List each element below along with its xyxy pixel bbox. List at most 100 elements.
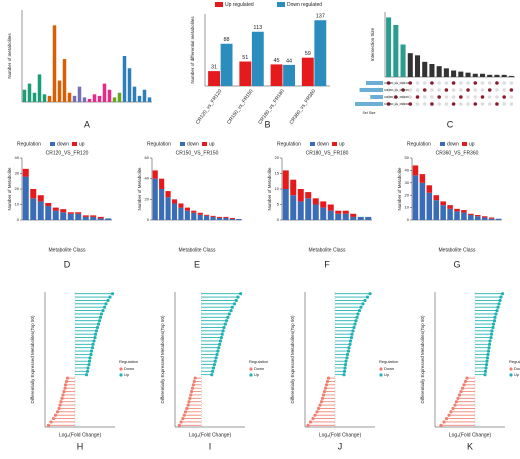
bar-segment	[204, 215, 210, 220]
y-axis-label: Number of metabolites	[7, 33, 12, 79]
set-dot	[495, 81, 499, 85]
set-dot	[502, 95, 506, 99]
point	[193, 376, 197, 380]
bar	[147, 97, 152, 102]
set-dot	[451, 95, 456, 99]
legend-swatch	[440, 142, 445, 146]
point	[192, 379, 196, 384]
point	[342, 369, 347, 373]
point	[219, 335, 223, 340]
set-dot	[401, 95, 405, 99]
bar-segment	[178, 203, 184, 208]
bar	[443, 68, 449, 77]
point	[95, 325, 100, 330]
bar-segment	[327, 204, 334, 211]
point	[46, 423, 51, 427]
bar-segment	[357, 216, 364, 220]
bar-segment	[447, 205, 453, 209]
point	[348, 342, 352, 346]
point	[177, 423, 181, 427]
point	[325, 379, 330, 384]
bar	[97, 95, 102, 102]
point	[97, 319, 102, 323]
point	[55, 410, 60, 414]
point	[492, 319, 497, 323]
y-axis-label: Number of Metabolite	[267, 167, 272, 211]
set-dot	[466, 95, 470, 99]
bar	[407, 53, 413, 77]
point	[355, 315, 359, 319]
legend-label: Up	[514, 372, 520, 377]
legend-swatch	[119, 373, 123, 377]
bar	[386, 17, 392, 78]
bar-segment	[60, 212, 67, 220]
x-tick-label: CR150_vs_FR150	[226, 88, 255, 125]
point	[356, 312, 360, 316]
set-size-bar	[370, 95, 383, 99]
data-label: 51	[242, 55, 248, 61]
point	[357, 308, 362, 313]
y-tick-label: 40	[15, 155, 20, 160]
bar-segment	[282, 189, 289, 220]
bar-segment	[454, 208, 460, 212]
legend-label: down	[447, 141, 459, 147]
bar-segment	[30, 198, 37, 220]
set-dot	[451, 88, 456, 92]
bar	[436, 66, 442, 77]
set-dot	[408, 95, 413, 99]
chart-title: CR180_VS_FR180	[306, 150, 349, 156]
bar-segment	[305, 192, 312, 199]
legend-swatch	[277, 2, 285, 7]
y-tick-label: 10	[15, 202, 20, 207]
point	[87, 359, 92, 363]
set-dot	[473, 95, 478, 99]
point	[217, 346, 221, 350]
bar	[107, 89, 112, 102]
bar-segment	[412, 165, 419, 176]
y-tick-label: 0	[17, 217, 20, 222]
bar	[508, 75, 514, 77]
set-dot	[394, 81, 398, 85]
point	[218, 339, 223, 343]
x-axis-label: Metabolite Class	[49, 247, 86, 253]
set-dot	[509, 102, 514, 106]
bar	[52, 25, 57, 102]
bar-segment	[426, 185, 433, 193]
point	[221, 329, 225, 333]
set-dot	[394, 88, 398, 92]
bar	[208, 71, 220, 86]
bar	[47, 95, 52, 102]
bar	[487, 74, 493, 77]
bar-segment	[481, 217, 488, 220]
point	[349, 335, 354, 340]
set-dot	[422, 95, 427, 99]
set-size-bar	[366, 81, 383, 85]
point	[89, 349, 94, 353]
bar-segment	[52, 210, 59, 220]
bar-segment	[223, 217, 229, 220]
set-dot	[495, 88, 499, 92]
point	[236, 295, 240, 299]
bar	[87, 98, 92, 102]
point	[62, 389, 66, 394]
bar-segment	[184, 210, 190, 220]
y-axis-label: Differentially Expressed Metabolites(Top…	[420, 315, 425, 403]
point	[500, 292, 505, 296]
point	[99, 312, 104, 316]
point	[53, 413, 58, 417]
bar-segment	[197, 212, 203, 215]
bar-segment	[327, 210, 334, 220]
panel-label: J	[338, 441, 343, 451]
point	[85, 369, 90, 373]
point	[185, 406, 189, 411]
x-axis-label: Set Size	[362, 111, 375, 115]
legend-label: up	[469, 141, 475, 147]
bar-segment	[454, 211, 460, 220]
legend-label: Up	[124, 372, 130, 377]
bar-segment	[229, 218, 235, 220]
point	[462, 383, 466, 387]
bar	[82, 97, 87, 102]
point	[490, 329, 494, 333]
set-dot	[451, 102, 456, 106]
x-axis-label: Metabolite Class	[439, 247, 476, 253]
